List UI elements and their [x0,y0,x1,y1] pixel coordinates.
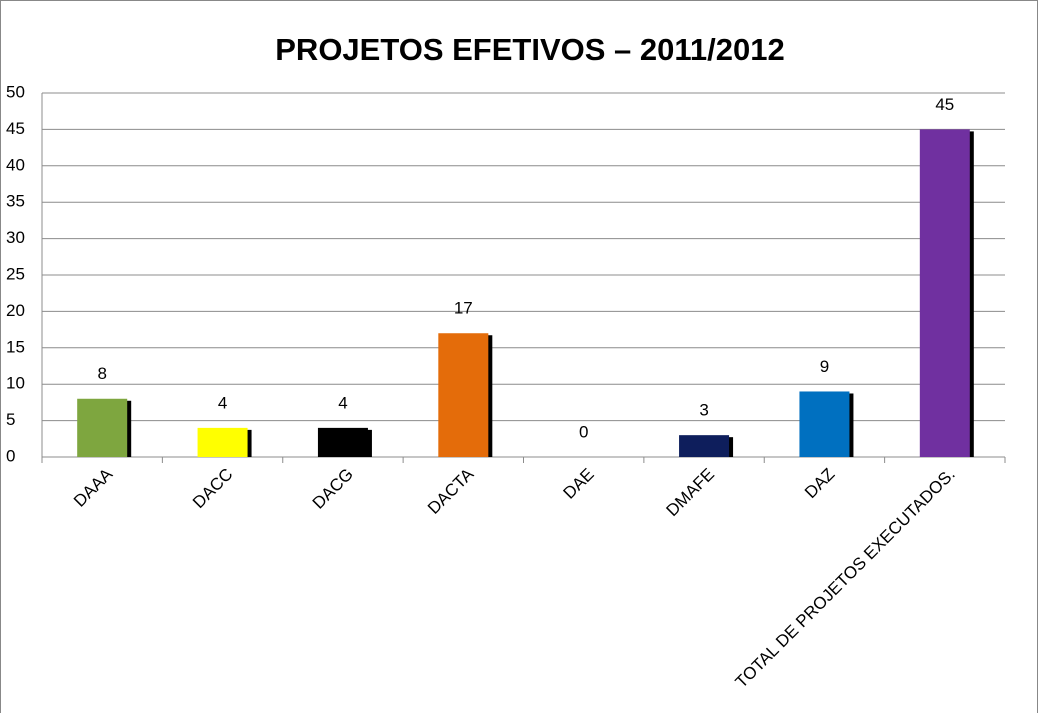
y-tick-label: 25 [6,264,25,283]
data-label: 8 [97,364,106,383]
y-tick-label: 35 [6,192,25,211]
bar [317,427,368,457]
y-tick-label: 50 [6,82,25,101]
bar [799,391,850,457]
data-label: 3 [699,401,708,420]
y-tick-label: 15 [6,337,25,356]
y-tick-label: 45 [6,119,25,138]
bar [679,435,730,457]
data-label: 4 [218,393,227,412]
y-tick-label: 10 [6,374,25,393]
data-label: 0 [579,422,588,441]
y-tick-label: 5 [6,410,15,429]
bar [77,398,128,457]
y-tick-label: 40 [6,155,25,174]
bar [438,333,489,457]
chart-title: PROJETOS EFETIVOS – 2011/2012 [275,32,784,67]
bar [919,129,970,457]
data-label: 17 [454,299,473,318]
y-tick-label: 30 [6,228,25,247]
y-tick-label: 0 [6,446,15,465]
data-label: 45 [935,95,954,114]
data-label: 4 [338,393,347,412]
data-label: 9 [820,357,829,376]
bar [197,427,248,457]
y-tick-label: 20 [6,301,25,320]
